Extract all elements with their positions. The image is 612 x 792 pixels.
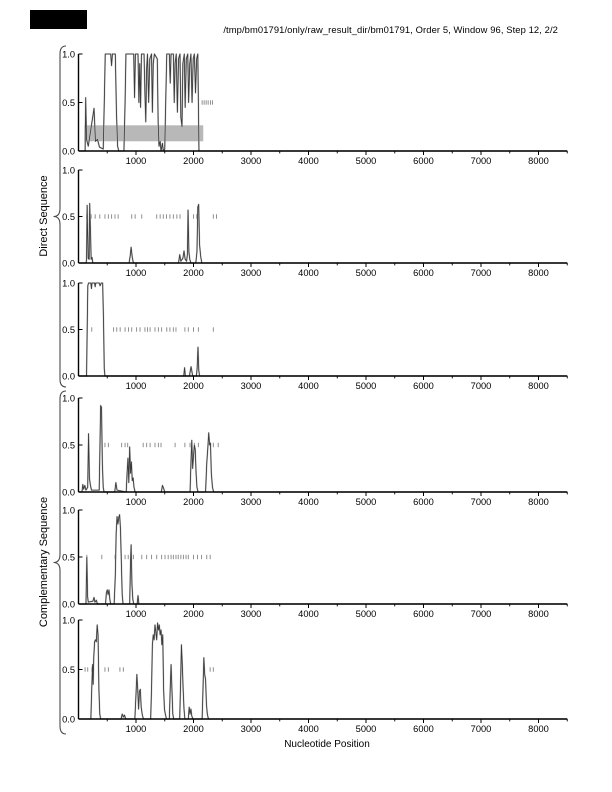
curve-shadow xyxy=(78,202,568,264)
tick-label: 1000 xyxy=(126,497,147,507)
tick-label: 2000 xyxy=(183,724,204,734)
probability-curve xyxy=(78,203,568,264)
tick-label: 6000 xyxy=(413,156,434,166)
highlight-bar xyxy=(84,125,204,142)
direct-sequence-brace xyxy=(53,45,67,388)
probability-curve xyxy=(78,405,568,493)
tick-label: 3000 xyxy=(241,497,262,507)
tick-label: 1000 xyxy=(126,381,147,391)
tick-label: 4000 xyxy=(298,381,319,391)
tick-label: 8000 xyxy=(528,724,549,734)
complementary-sequence-label: Complementary Sequence xyxy=(38,496,50,628)
tick-label: 4000 xyxy=(298,497,319,507)
tick-label: 6000 xyxy=(413,268,434,278)
tick-label: 1.0 xyxy=(62,279,75,289)
tick-label: 7000 xyxy=(471,381,492,391)
tick-label: 1.0 xyxy=(62,50,75,60)
curve-shadow xyxy=(78,282,568,377)
tick-label: 6000 xyxy=(413,609,434,619)
tick-label: 0.0 xyxy=(62,715,75,725)
tick-label: 3000 xyxy=(241,268,262,278)
tick-label: 1000 xyxy=(126,724,147,734)
tick-label: 5000 xyxy=(356,724,377,734)
probability-curve xyxy=(78,622,568,720)
tick-label: 4000 xyxy=(298,724,319,734)
tick-label: 8000 xyxy=(528,156,549,166)
tick-label: 0.0 xyxy=(62,147,75,157)
tick-label: 1.0 xyxy=(62,506,75,516)
tick-label: 7000 xyxy=(471,156,492,166)
page-corner-marker xyxy=(30,10,87,29)
curve-shadow xyxy=(78,404,568,493)
tick-label: 2000 xyxy=(183,156,204,166)
direct-sequence-label: Direct Sequence xyxy=(38,175,50,257)
tick-label: 6000 xyxy=(413,381,434,391)
panel-direct-frame-3: 1000 2000 3000 4000 5000 6000 7000 8000 1.0 0.5 0.… xyxy=(62,279,568,391)
tick-label: 8000 xyxy=(528,268,549,278)
tick-label: 1.0 xyxy=(62,394,75,404)
tick-label: 0.5 xyxy=(62,665,75,675)
tick-label: 5000 xyxy=(356,381,377,391)
tick-label: 2000 xyxy=(183,497,204,507)
panel-complementary-frame-3: 1000 2000 3000 4000 5000 6000 7000 8000 1.0 0.5 0.… xyxy=(62,616,568,734)
tick-label: 8000 xyxy=(528,609,549,619)
panel-complementary-frame-2: 1000 2000 3000 4000 5000 6000 7000 8000 1.0 0.5 0.… xyxy=(62,506,568,619)
tick-label: 3000 xyxy=(241,724,262,734)
panel-direct-frame-1: 1000 2000 3000 4000 5000 6000 7000 8000 1.0 0.5 0.… xyxy=(62,50,568,166)
tick-label: 5000 xyxy=(356,609,377,619)
tick-label: 1000 xyxy=(126,156,147,166)
tick-label: 0.5 xyxy=(62,212,75,222)
panel-direct-frame-2: 1000 2000 3000 4000 5000 6000 7000 8000 1.0 0.5 0.… xyxy=(62,166,568,278)
tick-label: 1.0 xyxy=(62,616,75,626)
tick-label: 8000 xyxy=(528,381,549,391)
tick-label: 5000 xyxy=(356,156,377,166)
tick-label: 5000 xyxy=(356,497,377,507)
tick-label: 0.0 xyxy=(62,259,75,269)
probability-curve xyxy=(78,53,568,152)
tick-label: 0.5 xyxy=(62,441,75,451)
tick-label: 1000 xyxy=(126,609,147,619)
tick-label: 3000 xyxy=(241,156,262,166)
page-title: /tmp/bm01791/only/raw_result_dir/bm01791… xyxy=(223,24,558,35)
tick-label: 1000 xyxy=(126,268,147,278)
tick-label: 6000 xyxy=(413,497,434,507)
tick-label: 0.5 xyxy=(62,325,75,335)
probability-curve xyxy=(78,282,568,377)
tick-label: 5000 xyxy=(356,268,377,278)
tick-label: 1.0 xyxy=(62,166,75,176)
tick-label: 2000 xyxy=(183,609,204,619)
tick-label: 7000 xyxy=(471,609,492,619)
panel-complementary-frame-1: 1000 2000 3000 4000 5000 6000 7000 8000 1.0 0.5 0.… xyxy=(62,394,568,507)
tick-label: 7000 xyxy=(471,724,492,734)
tick-label: 4000 xyxy=(298,609,319,619)
tick-label: 0.0 xyxy=(62,600,75,610)
tick-label: 7000 xyxy=(471,268,492,278)
tick-label: 4000 xyxy=(298,156,319,166)
tick-label: 0.0 xyxy=(62,488,75,498)
tick-label: 2000 xyxy=(183,268,204,278)
x-axis-title: Nucleotide Position xyxy=(284,739,370,750)
tick-label: 6000 xyxy=(413,724,434,734)
probability-curve xyxy=(78,514,568,605)
tick-label: 2000 xyxy=(183,381,204,391)
tick-label: 8000 xyxy=(528,497,549,507)
tick-label: 0.5 xyxy=(62,98,75,108)
complementary-sequence-brace xyxy=(53,390,67,735)
tick-label: 4000 xyxy=(298,268,319,278)
curve-shadow xyxy=(78,513,568,605)
tick-label: 0.5 xyxy=(62,553,75,563)
tick-label: 7000 xyxy=(471,497,492,507)
tick-label: 3000 xyxy=(241,609,262,619)
tick-label: 3000 xyxy=(241,381,262,391)
tick-label: 0.0 xyxy=(62,372,75,382)
